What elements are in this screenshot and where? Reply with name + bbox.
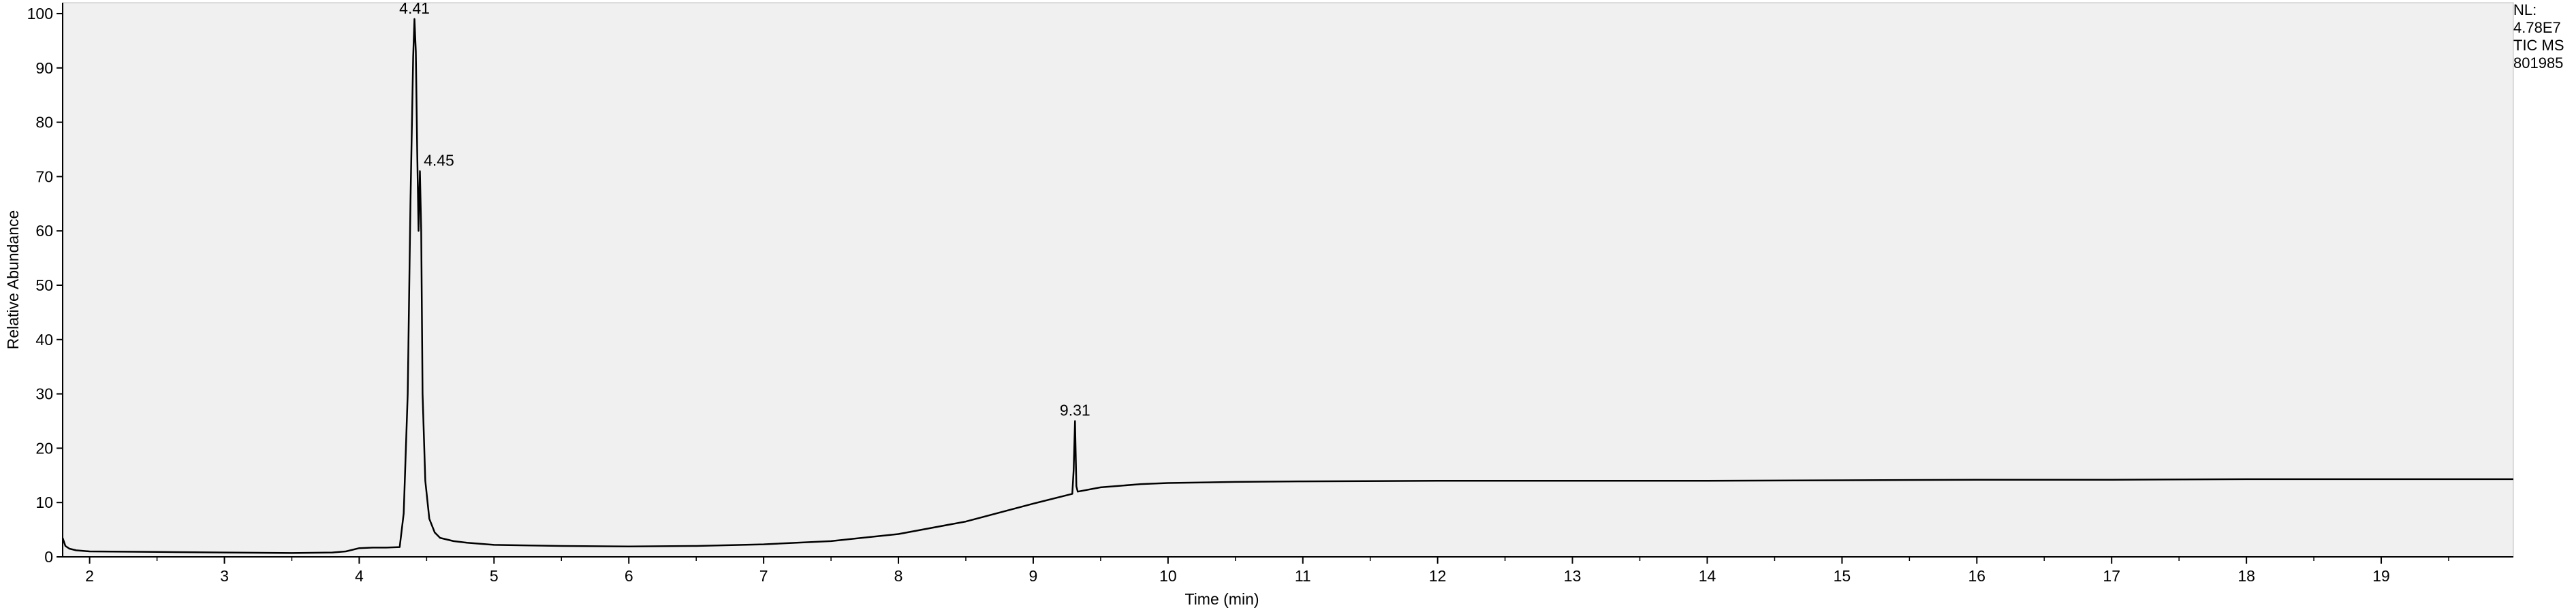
- y-tick-label: 90: [35, 59, 53, 77]
- x-tick-label: 8: [894, 567, 903, 585]
- y-tick-label: 60: [35, 222, 53, 240]
- peak-label: 9.31: [1060, 401, 1090, 419]
- x-tick-label: 5: [490, 567, 499, 585]
- y-axis-title: Relative Abundance: [4, 210, 22, 350]
- x-tick-label: 14: [1699, 567, 1716, 585]
- y-tick-label: 0: [44, 548, 53, 566]
- x-tick-label: 10: [1159, 567, 1177, 585]
- scan-filter: TIC MS: [2513, 37, 2564, 54]
- y-tick-label: 70: [35, 167, 53, 185]
- x-tick-label: 3: [220, 567, 229, 585]
- x-axis-title: Time (min): [1185, 590, 1259, 608]
- x-tick-label: 16: [1968, 567, 1986, 585]
- sample-id: 801985: [2513, 54, 2564, 71]
- y-tick-label: 40: [35, 331, 53, 349]
- nl-value: 4.78E7: [2513, 19, 2561, 36]
- y-tick-label: 20: [35, 439, 53, 457]
- x-tick-label: 9: [1029, 567, 1038, 585]
- y-tick-label: 10: [35, 494, 53, 511]
- normalization-info: NL: 4.78E7 TIC MS 801985: [2513, 1, 2564, 72]
- x-tick-label: 15: [1834, 567, 1851, 585]
- x-tick-label: 18: [2237, 567, 2255, 585]
- x-tick-label: 6: [625, 567, 633, 585]
- nl-label: NL:: [2513, 1, 2537, 18]
- series-line-0: [61, 18, 2513, 554]
- peak-label: 4.41: [399, 0, 430, 17]
- x-tick-label: 4: [355, 567, 364, 585]
- y-tick-label: 100: [27, 5, 53, 22]
- x-tick-label: 2: [85, 567, 94, 585]
- x-tick-label: 17: [2103, 567, 2120, 585]
- x-tick-label: 12: [1429, 567, 1447, 585]
- y-tick-label: 80: [35, 114, 53, 131]
- x-tick-label: 13: [1564, 567, 1582, 585]
- x-tick-label: 11: [1295, 567, 1311, 585]
- peak-label: 4.45: [424, 151, 454, 169]
- x-tick-label: 19: [2372, 567, 2390, 585]
- plot-area: [62, 2, 2514, 558]
- y-tick-label: 50: [35, 276, 53, 294]
- y-tick-label: 30: [35, 385, 53, 403]
- x-tick-label: 7: [759, 567, 768, 585]
